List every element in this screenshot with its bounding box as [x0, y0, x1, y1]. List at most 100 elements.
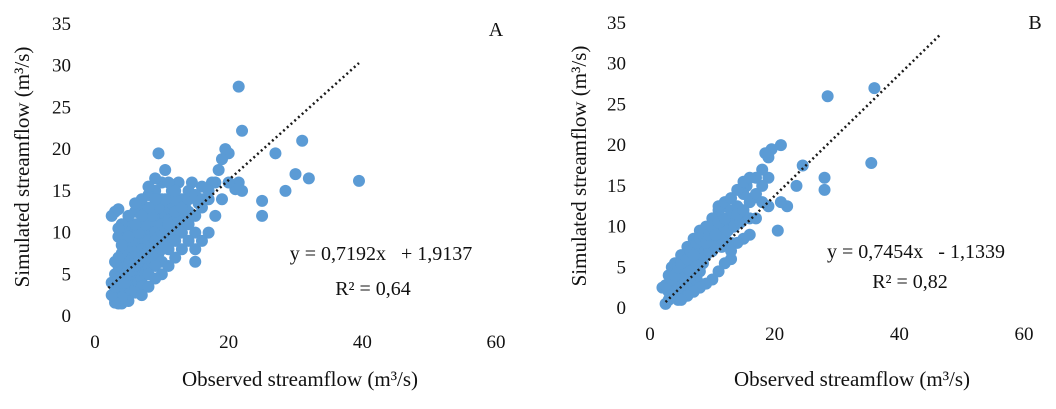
data-point: [865, 157, 878, 170]
data-point: [142, 280, 155, 293]
y-tick-label: 30: [607, 54, 626, 75]
data-point: [256, 194, 269, 207]
data-point: [709, 228, 722, 241]
data-point: [731, 236, 744, 249]
data-point: [162, 176, 175, 189]
data-point: [149, 259, 162, 272]
y-axis-label: Simulated streamflow (m³/s): [567, 46, 591, 287]
data-point: [152, 147, 165, 160]
data-point: [232, 80, 245, 93]
data-point: [222, 176, 235, 189]
data-point: [236, 124, 249, 137]
y-tick-label: 15: [52, 181, 71, 202]
data-point: [790, 179, 803, 192]
regression-equation: y = 0,7454x - 1,1339: [827, 241, 1005, 263]
data-point: [774, 196, 787, 209]
y-axis-label: Simulated streamflow (m³/s): [10, 47, 34, 288]
x-axis-label: Observed streamflow (m³/s): [734, 367, 970, 391]
data-point: [796, 159, 809, 172]
y-tick-label: 30: [52, 56, 71, 77]
data-point: [189, 209, 202, 222]
data-point: [759, 147, 772, 160]
data-point: [709, 240, 722, 253]
data-point: [189, 255, 202, 268]
data-point: [675, 293, 688, 306]
data-point: [122, 209, 135, 222]
data-point: [162, 243, 175, 256]
data-point: [762, 171, 775, 184]
data-point: [215, 193, 228, 206]
data-point: [169, 251, 182, 264]
data-point: [756, 179, 769, 192]
x-tick-label: 40: [890, 324, 909, 345]
panel-label: B: [1028, 12, 1041, 34]
data-point: [175, 201, 188, 214]
data-point: [159, 193, 172, 206]
r-squared: R² = 0,64: [335, 278, 411, 300]
data-point: [659, 297, 672, 310]
data-point: [112, 222, 125, 235]
data-point: [149, 172, 162, 185]
trendline: [664, 34, 941, 303]
data-point: [737, 204, 750, 217]
data-point: [202, 226, 215, 239]
regression-equation: y = 0,7192x + 1,9137: [290, 243, 473, 265]
data-point: [279, 184, 292, 197]
x-tick-label: 60: [1015, 324, 1034, 345]
data-point: [718, 212, 731, 225]
data-point: [718, 257, 731, 270]
x-tick-label: 0: [90, 332, 100, 353]
y-tick-label: 10: [607, 217, 626, 238]
data-point: [175, 243, 188, 256]
data-point: [169, 193, 182, 206]
data-point: [731, 183, 744, 196]
data-point: [212, 164, 225, 176]
scatter-chart-b: Simulated streamflow (m³/s) Observed str…: [567, 12, 1042, 391]
data-point: [169, 234, 182, 247]
y-tick-label: 25: [607, 94, 626, 115]
data-point: [149, 272, 162, 285]
y-tick-label: 25: [52, 97, 71, 118]
data-point: [195, 201, 208, 214]
data-point: [712, 265, 725, 278]
data-point: [142, 180, 155, 193]
y-tick-label: 5: [62, 264, 72, 285]
data-point: [202, 184, 215, 197]
data-point: [195, 193, 208, 206]
y-tick-label: 0: [617, 298, 627, 319]
r-squared: R² = 0,82: [872, 271, 948, 293]
data-point: [189, 226, 202, 239]
data-point: [743, 171, 756, 184]
data-point: [142, 201, 155, 214]
x-tick-label: 0: [645, 324, 655, 345]
data-point: [296, 134, 309, 147]
data-point: [749, 188, 762, 200]
y-tick-label: 20: [52, 139, 71, 160]
data-point: [774, 139, 787, 152]
x-tick-label: 60: [487, 332, 506, 353]
y-tick-label: 20: [607, 135, 626, 156]
data-point: [818, 171, 831, 184]
data-point: [725, 192, 738, 205]
data-point: [129, 197, 142, 210]
data-point: [112, 203, 125, 216]
data-point: [762, 200, 775, 213]
data-point: [678, 273, 691, 286]
data-point: [109, 255, 122, 268]
data-point: [352, 174, 365, 187]
data-point: [149, 193, 162, 206]
data-point: [743, 196, 756, 209]
x-tick-label: 20: [765, 324, 784, 345]
data-point: [672, 281, 685, 294]
data-point: [687, 249, 700, 262]
data-point: [135, 289, 148, 302]
scatter-chart-a: Simulated streamflow (m³/s) Observed str…: [10, 14, 506, 391]
data-point: [162, 259, 175, 272]
y-tick-label: 35: [52, 14, 71, 35]
trendline: [107, 62, 360, 289]
data-point: [743, 212, 756, 225]
data-point: [215, 153, 228, 166]
data-point: [195, 234, 208, 247]
data-point: [818, 183, 831, 196]
